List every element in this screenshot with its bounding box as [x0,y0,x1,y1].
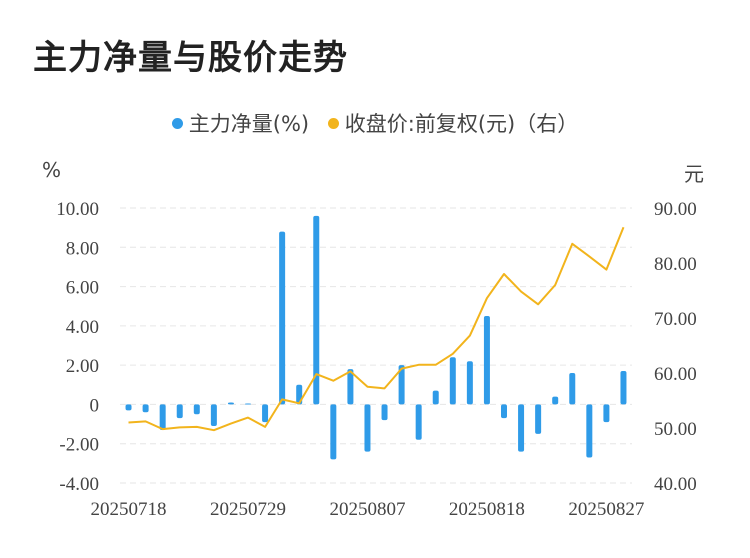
net-flow-bar [535,404,542,434]
net-flow-bar [227,402,234,405]
net-flow-bar [279,231,286,405]
net-flow-bar [193,404,200,415]
left-tick-label: 10.00 [56,199,99,220]
x-tick-label: 20250827 [568,499,644,520]
net-flow-bar [552,396,559,405]
right-tick-label: 50.00 [654,419,697,440]
right-axis-unit: 元 [684,162,704,186]
legend-item-net-flow[interactable]: 主力净量(%) [171,108,310,138]
net-flow-bar [620,371,627,405]
legend-close-price-dot [327,117,339,129]
left-tick-label: 6.00 [66,278,99,299]
net-flow-bar [398,365,405,405]
right-tick-label: 90.00 [654,199,697,220]
net-flow-bar [518,404,525,452]
chart-title: 主力净量与股价走势 [33,38,348,78]
net-flow-bar [483,316,490,405]
net-flow-bar [262,404,269,423]
left-tick-label: 0 [90,395,100,416]
net-flow-bar [415,404,422,440]
right-tick-label: 60.00 [654,364,697,385]
net-flow-bar [569,373,576,405]
net-flow-bar [603,404,610,423]
net-flow-bar [125,404,132,411]
legend-net-flow-dot [171,117,183,129]
x-tick-label: 20250818 [449,499,525,520]
left-tick-label: 8.00 [66,238,99,259]
net-flow-bar [586,404,593,458]
x-tick-label: 20250729 [210,499,286,520]
x-tick-label: 20250807 [329,499,405,520]
left-tick-label: 4.00 [66,317,99,338]
close-price-line [128,226,625,432]
right-tick-label: 40.00 [654,474,697,495]
net-flow-bar [330,404,337,460]
right-tick-label: 80.00 [654,254,697,275]
net-flow-bar [159,404,166,430]
net-flow-bar [381,404,388,421]
net-flow-bar [432,390,439,405]
legend: 主力净量(%) 收盘价:前复权(元)（右） [0,108,750,138]
net-flow-bar [364,404,371,452]
left-tick-label: -2.00 [59,435,99,456]
left-axis-unit: % [42,158,62,182]
net-flow-bar [176,404,183,419]
legend-net-flow-label: 主力净量(%) [188,112,310,136]
legend-close-price-label: 收盘价:前复权(元)（右） [344,112,579,136]
x-tick-label: 20250718 [91,499,167,520]
left-tick-label: -4.00 [59,474,99,495]
net-flow-bar [449,357,456,405]
right-tick-label: 70.00 [654,309,697,330]
net-flow-bar [142,404,149,413]
left-tick-label: 2.00 [66,356,99,377]
net-flow-bar [245,403,251,405]
net-flow-bar [501,404,507,419]
net-flow-bar [210,404,217,427]
legend-item-close-price[interactable]: 收盘价:前复权(元)（右） [327,108,579,138]
net-flow-bar [347,369,354,405]
net-flow-bar [466,361,473,405]
net-flow-bar [313,215,320,405]
